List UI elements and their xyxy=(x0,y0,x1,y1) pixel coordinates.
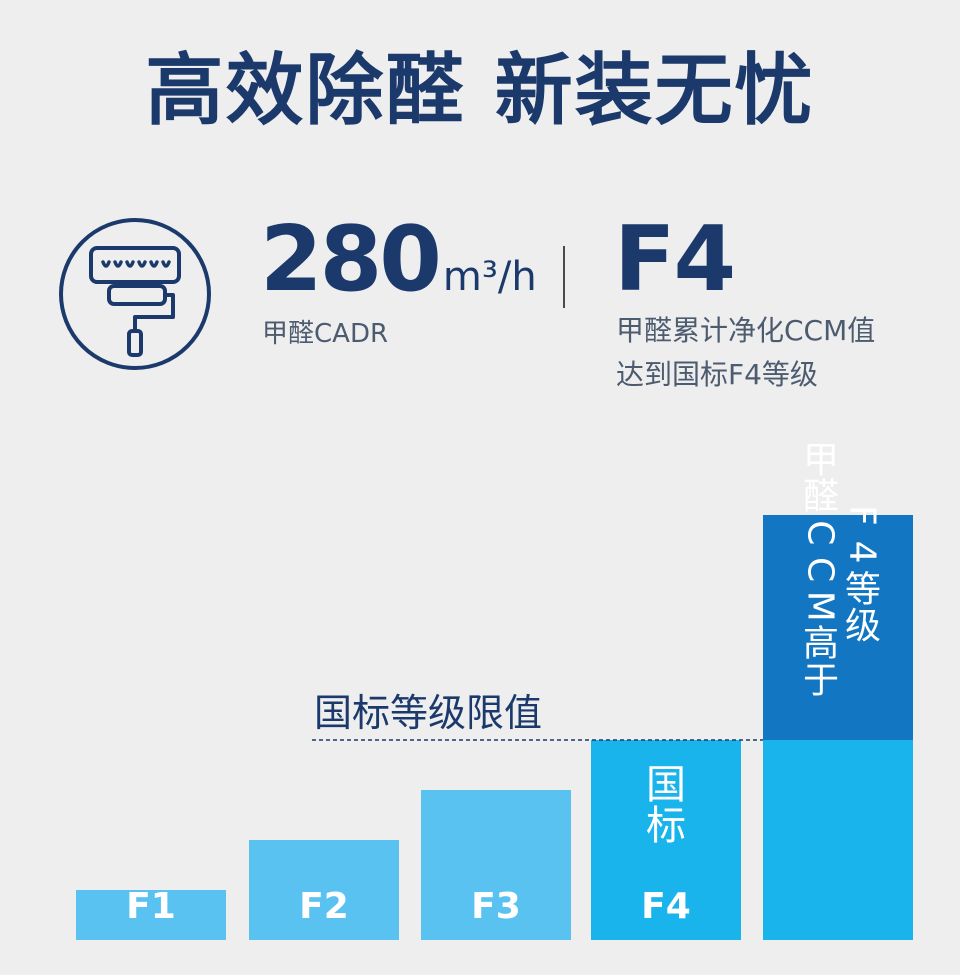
top-bar-label-col1-char: M xyxy=(799,591,840,622)
bar-F3 xyxy=(421,790,571,940)
tick-label-F2: F2 xyxy=(299,886,349,927)
bar-F1 xyxy=(76,890,226,940)
cadr-label: 甲醛CADR xyxy=(262,319,389,349)
f4-bar-label-char: 国 xyxy=(646,762,686,808)
top-bar-label-col1-char: 醛 xyxy=(803,477,839,518)
top-bar-label-col2-char: 等 xyxy=(845,569,881,610)
tick-label-F1: F1 xyxy=(126,886,176,927)
top-bar-label-col1-char: C xyxy=(799,557,840,582)
ac-unit-paint-roller-icon xyxy=(57,216,213,372)
top-bar-label-col2-char: 4 xyxy=(841,541,882,564)
cadr-stat: 280 m³/h xyxy=(260,212,537,308)
grade-value: F4 xyxy=(614,207,736,312)
f4-bar-label: 国标 xyxy=(646,762,686,849)
cadr-unit: m³/h xyxy=(442,254,537,300)
cadr-value: 280 xyxy=(260,207,442,312)
top-bar-label-col1-char: C xyxy=(799,520,840,545)
bar-F2 xyxy=(249,840,399,940)
top-bar-label-col1-char: 高 xyxy=(803,624,839,665)
f4-bar-label-char: 标 xyxy=(646,803,686,849)
page-title: 高效除醛 新装无忧 xyxy=(145,46,815,136)
stat-divider xyxy=(563,246,565,308)
bar-F4 xyxy=(591,740,741,940)
top-bar-label-col2: F 4 等级 xyxy=(841,505,882,647)
grade-description: 甲醛累计净化CCM值 达到国标F4等级 xyxy=(616,309,875,397)
top-bar-label-col2-char: F xyxy=(841,505,882,526)
top-bar-label-col2-char: 级 xyxy=(845,606,881,647)
tick-label-F4: F4 xyxy=(641,886,691,927)
grade-desc-line2: 达到国标F4等级 xyxy=(616,358,818,391)
tick-label-F3: F3 xyxy=(471,886,521,927)
grade-desc-line1: 甲醛累计净化CCM值 xyxy=(616,314,876,347)
bar-top-excess-segment xyxy=(763,515,913,740)
threshold-label: 国标等级限值 xyxy=(314,691,542,735)
top-bar-label-col1-char: 甲 xyxy=(803,440,839,481)
top-bar-label-col1-char: 于 xyxy=(803,660,839,701)
